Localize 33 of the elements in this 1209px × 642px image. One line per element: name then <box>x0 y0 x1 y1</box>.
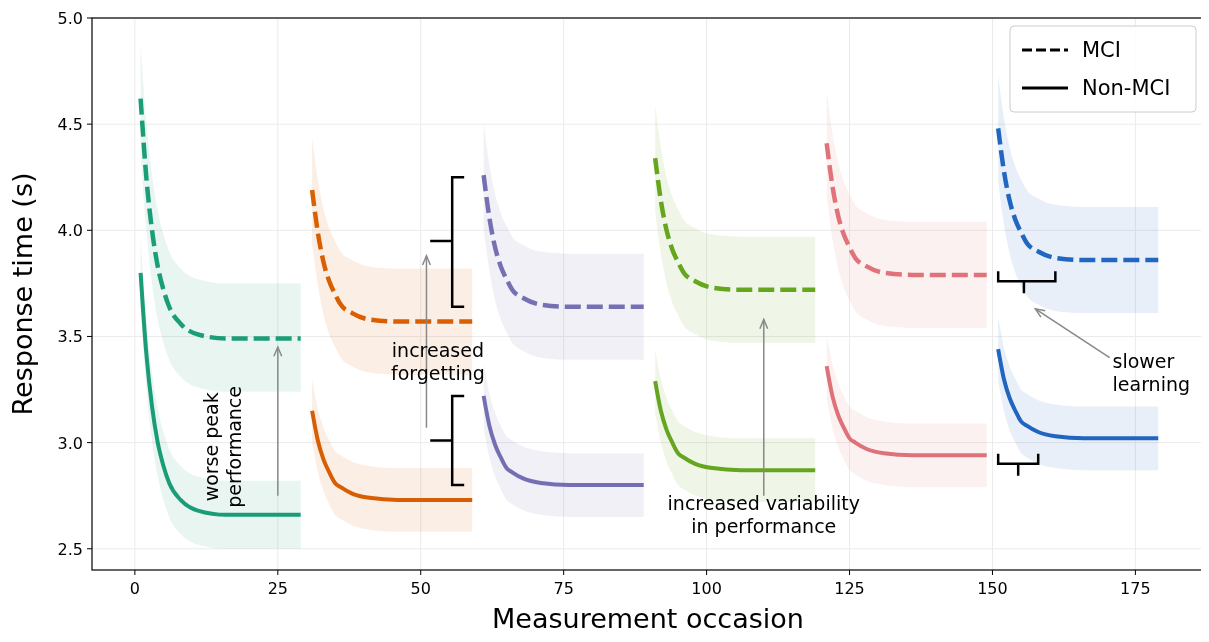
y-tick-label: 5.0 <box>57 9 83 28</box>
x-tick-label: 50 <box>410 579 431 598</box>
x-tick-label: 25 <box>267 579 288 598</box>
line-series <box>995 126 1161 263</box>
annotation: increased forgetting <box>390 338 485 384</box>
y-axis-title: Response time (s) <box>7 172 38 416</box>
legend-label: MCI <box>1082 38 1121 62</box>
x-tick-label: 75 <box>553 579 574 598</box>
line-series <box>138 270 303 517</box>
x-tick-label: 150 <box>977 579 1008 598</box>
line-series <box>824 364 989 458</box>
x-tick-label: 175 <box>1120 579 1151 598</box>
y-tick-label: 4.5 <box>57 115 83 135</box>
annotation: increased variability in performance <box>667 491 860 537</box>
x-tick-label: 125 <box>834 579 865 598</box>
y-tick-label: 3.0 <box>57 433 83 453</box>
line-series <box>310 408 475 502</box>
legend-label: Non-MCI <box>1082 76 1171 100</box>
line-series <box>653 379 818 473</box>
x-tick-label: 0 <box>129 579 140 598</box>
annotation: worse peak performance <box>200 386 246 508</box>
y-tick-label: 2.5 <box>57 539 83 559</box>
x-axis-title: Measurement occasion <box>492 603 804 634</box>
line-series <box>481 172 646 309</box>
y-tick-label: 4.0 <box>57 221 83 241</box>
annotation: slower learning <box>1112 349 1191 395</box>
x-tick-label: 100 <box>691 579 722 598</box>
line-series <box>824 141 989 278</box>
line-series <box>309 187 475 324</box>
line-series <box>138 96 303 341</box>
line-series <box>652 155 818 292</box>
y-tick-label: 3.5 <box>57 327 83 347</box>
line-series <box>481 393 646 488</box>
